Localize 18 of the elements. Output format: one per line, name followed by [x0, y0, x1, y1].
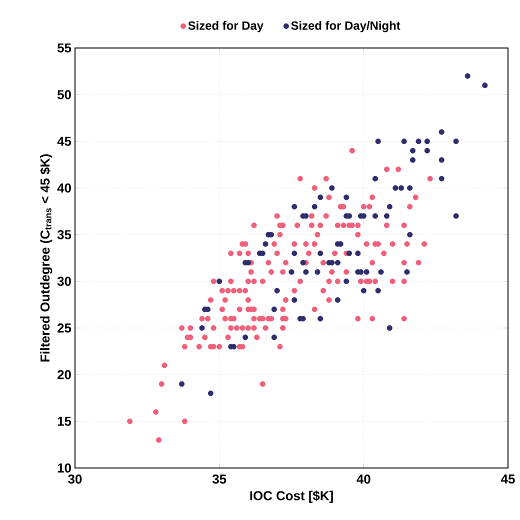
x-tick-label: 30 — [68, 474, 82, 484]
y-tick-label: 20 — [58, 370, 71, 380]
y-axis-title: Filtered Outdegree (C$_{trans}$ < 45 $K) — [40, 154, 52, 362]
y-tick-label: 40 — [57, 183, 71, 193]
x-axis-title: IOC Cost [$K] — [250, 490, 333, 503]
y-tick-label: 35 — [57, 230, 72, 240]
x-tick-label: 40 — [356, 474, 370, 484]
y-tick-label: 25 — [58, 323, 72, 333]
y-tick-label: 15 — [58, 416, 72, 426]
legend-label: Sized for Day — [188, 21, 264, 32]
x-tick-label: 35 — [212, 474, 226, 484]
y-tick-label: 50 — [57, 90, 71, 100]
y-tick-label: 45 — [57, 136, 72, 146]
legend-label: Sized for Day/Night — [291, 21, 400, 32]
x-tick-label: 45 — [501, 474, 515, 484]
y-tick-label: 30 — [57, 276, 71, 286]
y-tick-label: 55 — [57, 43, 72, 53]
y-tick-label: 10 — [58, 463, 71, 473]
